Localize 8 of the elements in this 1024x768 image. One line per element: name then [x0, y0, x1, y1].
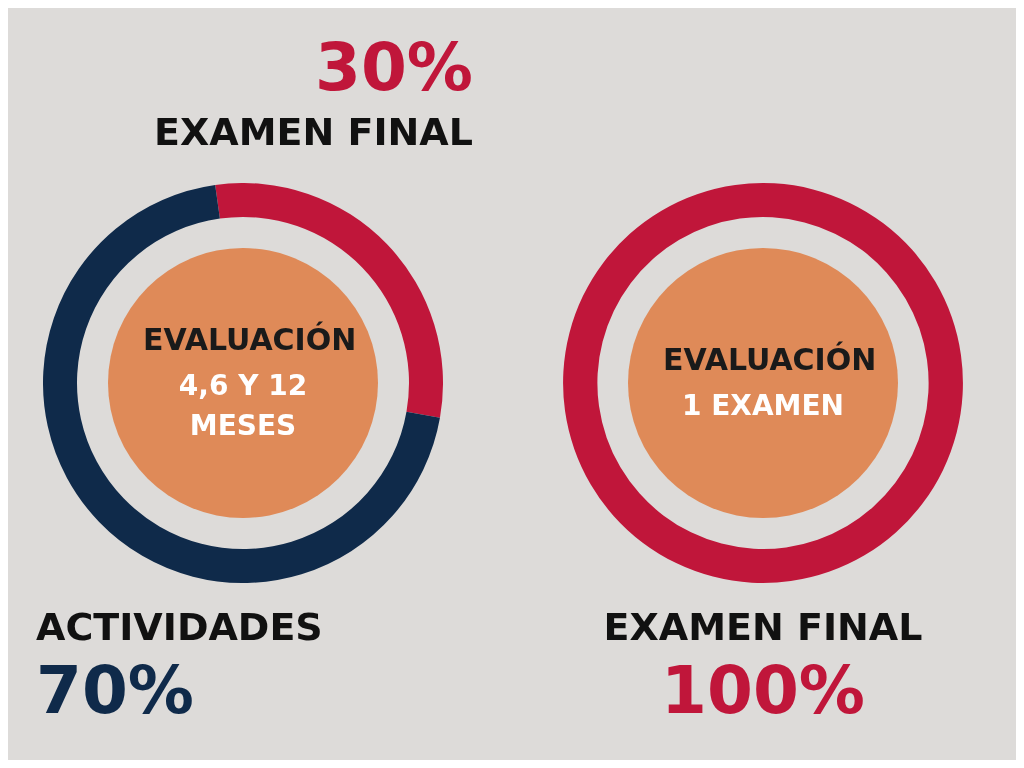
data-label: 100%: [660, 651, 866, 731]
data-label: 30%: [314, 28, 473, 108]
slice-label: EXAMEN FINAL: [154, 109, 473, 156]
data-label: 70%: [36, 651, 195, 731]
slice-label: ACTIVIDADES: [36, 604, 323, 651]
circle-badge: EVALUACIÓN 1 EXAMEN: [628, 248, 898, 518]
circle-badge: EVALUACIÓN 4,6 Y 12 MESES: [108, 248, 378, 518]
slice-label: EXAMEN FINAL: [602, 604, 924, 651]
